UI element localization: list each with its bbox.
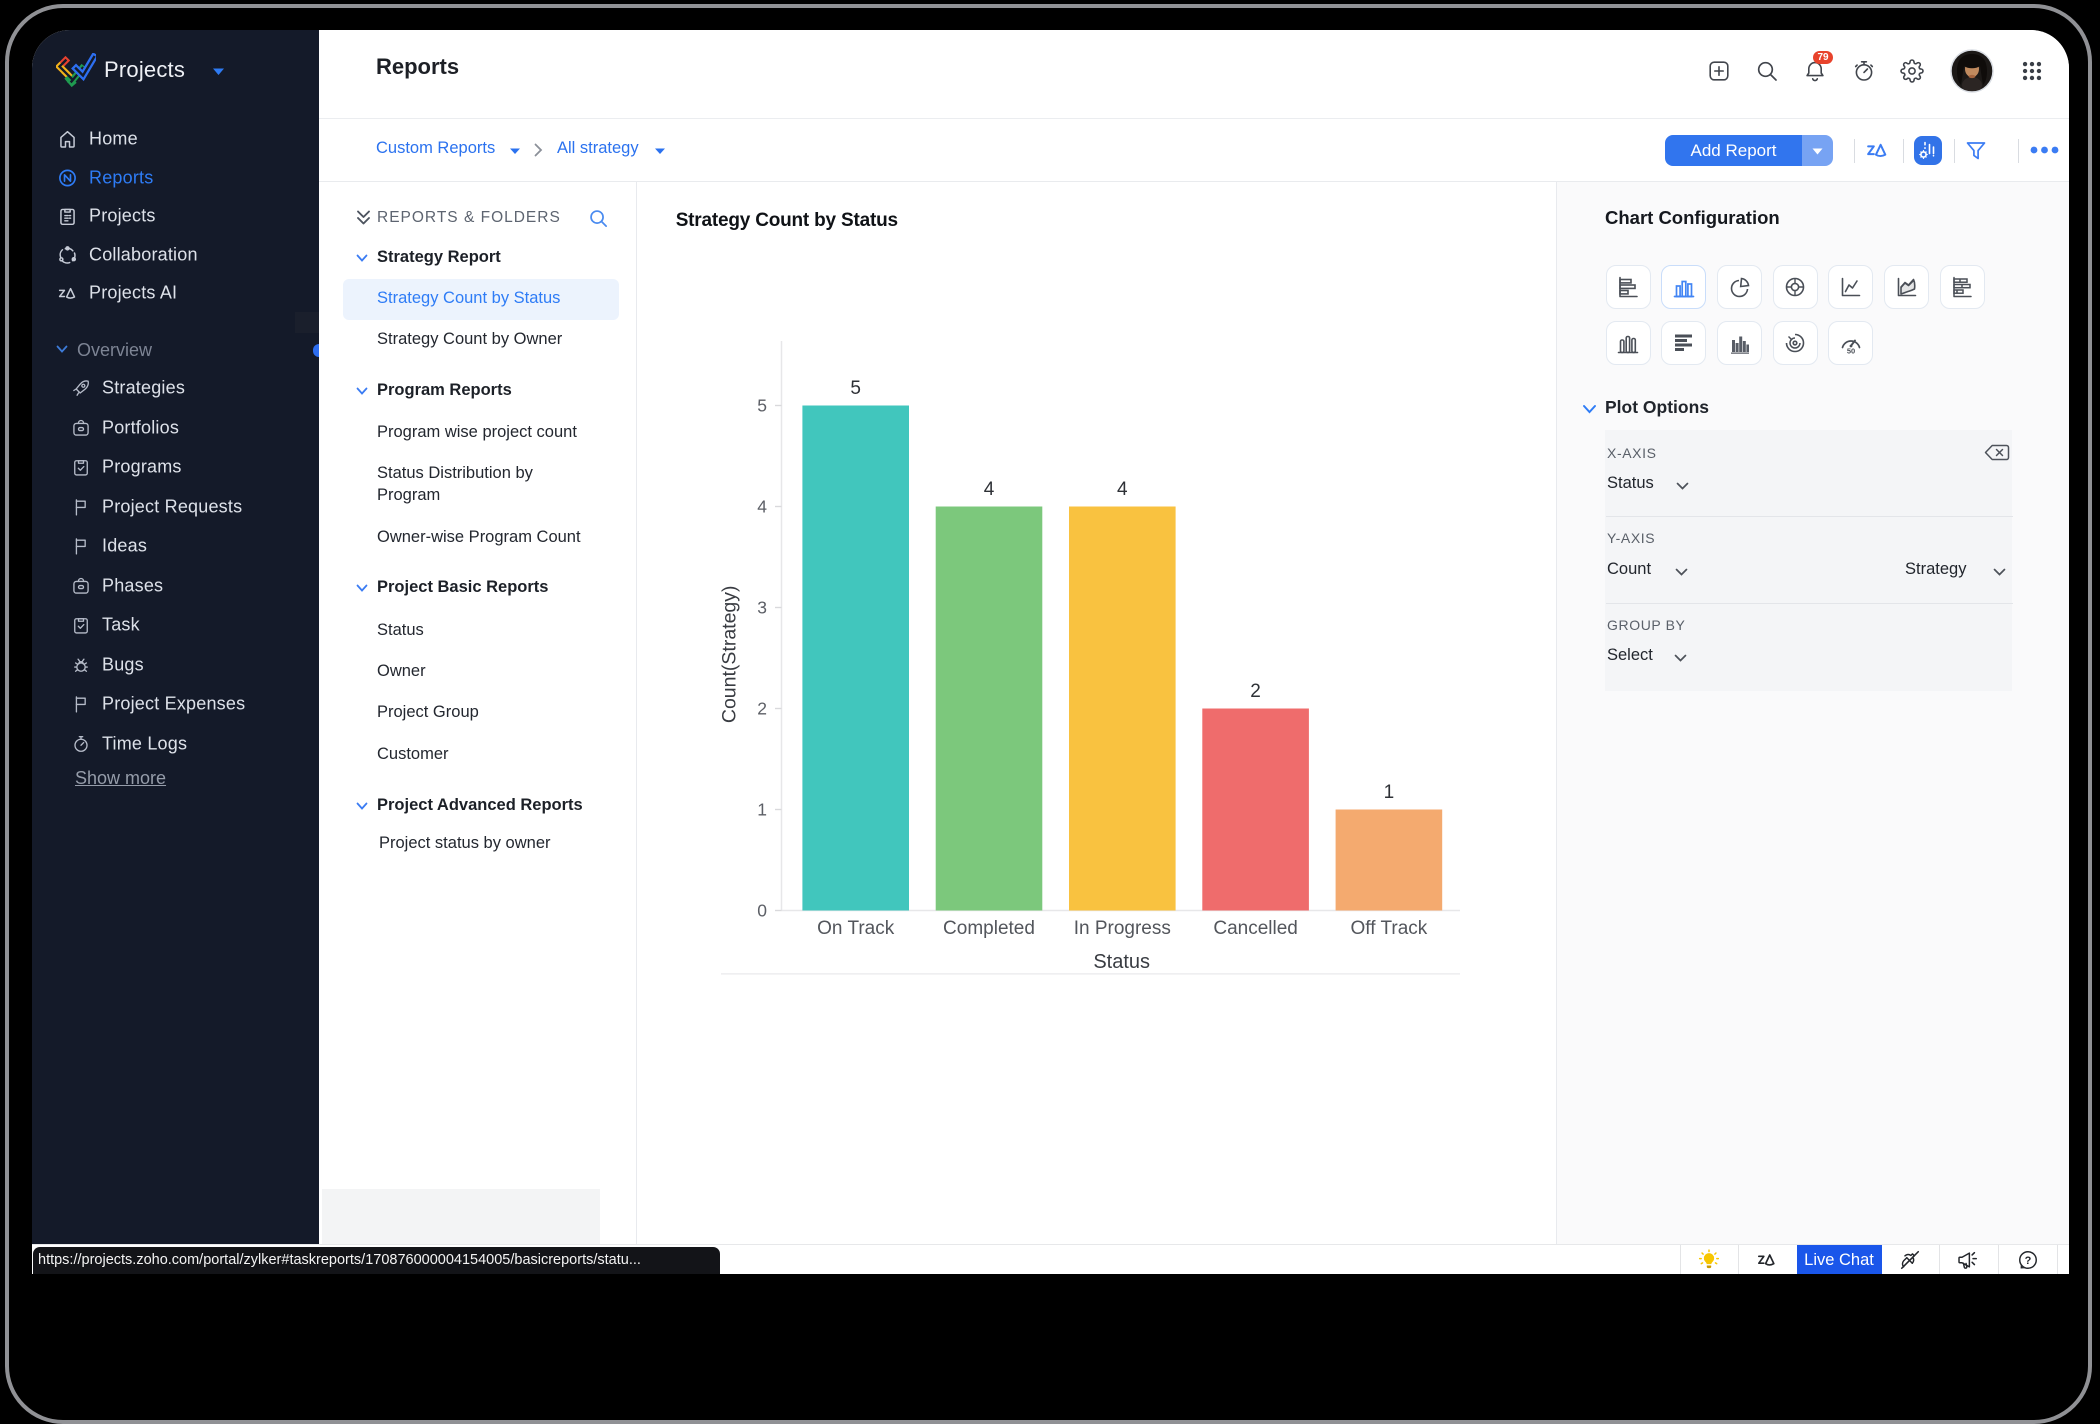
- svg-text:In Progress: In Progress: [1074, 918, 1171, 939]
- svg-text:1: 1: [757, 800, 767, 820]
- svg-text:1: 1: [1384, 782, 1395, 803]
- svg-text:?: ?: [2025, 1255, 2032, 1267]
- svg-text:Cancelled: Cancelled: [1213, 918, 1298, 939]
- svg-text:3: 3: [757, 598, 767, 618]
- svg-text:Count(Strategy): Count(Strategy): [719, 585, 741, 723]
- svg-text:On Track: On Track: [817, 918, 895, 939]
- svg-text:0: 0: [757, 901, 767, 921]
- svg-text:5: 5: [757, 396, 767, 416]
- svg-text:4: 4: [757, 497, 767, 517]
- svg-text:Status: Status: [1093, 951, 1150, 973]
- svg-text:Completed: Completed: [943, 918, 1035, 939]
- svg-text:4: 4: [1117, 479, 1128, 500]
- svg-text:5: 5: [850, 378, 861, 399]
- svg-text:2: 2: [1250, 681, 1261, 702]
- svg-text:Strategy Count by Status: Strategy Count by Status: [676, 210, 898, 231]
- svg-text:Off Track: Off Track: [1351, 918, 1428, 939]
- svg-text:2: 2: [757, 699, 767, 719]
- svg-text:4: 4: [984, 479, 995, 500]
- svg-text:50: 50: [1847, 346, 1855, 355]
